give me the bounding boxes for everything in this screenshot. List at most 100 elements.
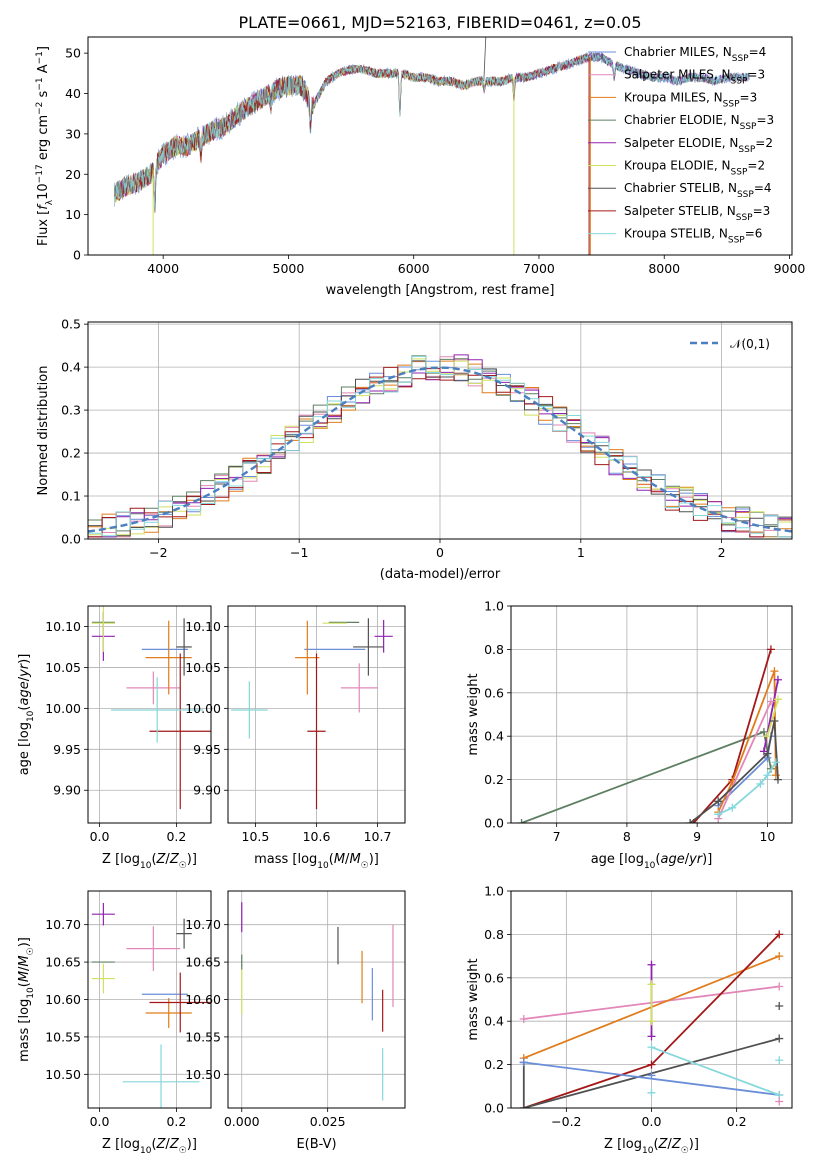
age_vs_Z-ytick-label: 10.10 [45,619,81,634]
mass_vs_Z-point-6 [176,918,192,949]
mass_weight_vs_Z-marker-7-0 [647,1017,656,1026]
mass_vs_ebv-frame [227,890,406,1109]
age_vs_Z-frame [87,605,212,824]
mass_weight_vs_age-marker-0-1 [759,727,768,736]
age_vs_mass-xtick-label: 10.5 [242,829,270,844]
age_vs_Z-xtick-label: 0.0 [90,829,110,844]
mass_weight_vs_Z-extra-marker-3 [647,1088,656,1097]
mass_vs_Z-ytick-label: 10.55 [45,1029,81,1044]
mass_weight_vs_age-marker-1-2 [766,645,775,654]
mass_weight_vs_Z-marker-7-1 [647,980,656,989]
mass_vs_Z-point-7 [149,972,211,1033]
mass_weight_vs_Z-ytick-label: 0.0 [484,1101,504,1116]
mass_weight_vs_Z-marker-5-0 [647,1043,656,1052]
mass_weight_vs_Z-xtick-label: 0.0 [642,1114,662,1129]
spectrum-ytick-label: 10 [65,207,81,222]
mass_weight_vs_Z-extra-marker-0 [775,1097,784,1106]
mass_weight_vs_Z-frame [510,890,793,1109]
mass_weight_vs_age-marker-8-2 [756,779,765,788]
age_vs_Z-point-1 [126,671,181,705]
spectrum-spike [483,37,487,82]
mass_vs_Z-ytick-label: 10.65 [45,955,81,970]
mass_weight_vs_Z-xtick-label: 0.2 [727,1114,747,1129]
mass_weight_vs_Z-marker-3-2 [775,1034,784,1043]
mass_weight_vs_Z-ytick-label: 0.6 [484,970,504,985]
mass_weight_vs_age-series-4 [763,679,779,752]
mass_weight_vs_Z-ytick-label: 0.8 [484,927,504,942]
age_vs_mass-ytick-label: 9.95 [193,742,221,757]
mass_weight_vs_age-marker-6-1 [766,697,775,706]
spectrum-plot-area [114,37,750,255]
spectrum-line-5 [114,65,514,205]
mass_weight_vs_Z-ytick-label: 1.0 [484,884,504,899]
age-vs-Z-ylabel: age [log10(age/yr)] [17,654,36,776]
mass_weight_vs_age-ytick-label: 0.0 [484,816,504,831]
gaussian-legend-label: 𝒩(0,1) [730,337,770,351]
spectrum-xtick-label: 6000 [398,261,430,276]
mass_weight_vs_Z-marker-6-1 [647,960,656,969]
mass_weight_vs_Z-marker-6-0 [647,1032,656,1041]
residuals-axes: −2 −1 0 1 2 0.0 0.1 0.2 0.3 0.4 0.5 [61,317,792,560]
mass_weight_vs_age-ytick-label: 0.2 [484,772,504,787]
mass_weight_vs_age-ytick-label: 0.6 [484,685,504,700]
age_vs_mass-ytick-label: 10.05 [185,660,221,675]
mass_weight_vs_Z-xtick-label: −0.2 [551,1114,581,1129]
mass_weight_vs_Z-ytick-label: 0.2 [484,1057,504,1072]
mass_vs_Z-ytick-label: 10.60 [45,992,81,1007]
age_vs_Z-point-8 [111,677,204,743]
spectrum-xtick-label: 5000 [273,261,305,276]
mass_weight_vs_age-marker-5-1 [773,695,782,704]
residuals-ytick-label: 0.4 [61,360,81,375]
mass_weight_vs_age-marker-4-1 [773,675,782,684]
mass_weight_vs_age-marker-7-3 [770,717,779,726]
residuals-xtick-label: −2 [149,545,167,560]
mass_weight_vs_Z-marker-4-0 [519,1058,528,1067]
mass_weight_vs_age-xtick-label: 10 [759,829,775,844]
age_vs_mass-point-2 [295,620,320,695]
spectrum-xlabel: wavelength [Angstrom, rest frame] [326,283,555,298]
mass_weight_vs_age-marker-8-0 [714,810,723,819]
gaussian-curve [88,366,792,533]
mass_weight_vs_age-xtick-label: 7 [553,829,561,844]
age_vs_Z-plot-area [91,606,211,810]
mass_vs_Z-point-1 [126,926,181,972]
age_vs_mass-point-1 [340,663,378,713]
age_vs_mass-xtick-label: 10.6 [303,829,331,844]
mass_weight_vs_age-marker-8-1 [728,803,737,812]
mass_weight_vs_age-ytick-label: 0.8 [484,642,504,657]
legend-label-6: Chabrier STELIB, NSSP=4 [624,181,772,200]
mass_weight_vs_age-plot-area [517,645,782,823]
residuals-ytick-label: 0.1 [61,489,81,504]
legend-label-1: Salpeter MILES, NSSP=3 [624,68,765,87]
mass-vs-ebv-xlabel: E(B-V) [296,1137,336,1152]
mass_weight_vs_age-axes: 7 8 9 10 0.0 0.2 0.4 0.6 0.8 1.0 [484,599,792,844]
mass_vs_Z-xtick-label: 0.2 [166,1114,186,1129]
spectrum-xtick-label: 7000 [523,261,555,276]
mass_weight_vs_Z-axes: −0.2 0.0 0.2 0.0 0.2 0.4 0.6 0.8 1.0 [484,884,792,1129]
age_vs_Z-ytick-label: 10.00 [45,701,81,716]
age_vs_mass-xtick-label: 10.7 [364,829,392,844]
spectrum-ytick-label: 0 [73,248,81,263]
mass_vs_ebv-ytick-label: 10.50 [185,1067,221,1082]
mass-vs-Z-xlabel: Z [log10(Z/Z☉)] [102,1137,197,1156]
age_vs_mass-ytick-label: 10.00 [185,701,221,716]
mass_vs_Z-ytick-label: 10.70 [45,917,81,932]
mass-weight-vs-Z-xlabel: Z [log10(Z/Z☉)] [604,1137,699,1156]
mass_weight_vs_age-marker-7-2 [763,749,772,758]
residuals-xtick-label: 1 [577,545,585,560]
mass_weight_vs_Z-extra-marker-4 [647,1071,656,1080]
age_vs_Z-ytick-label: 10.05 [45,660,81,675]
age_vs_mass-axes: 10.5 10.6 10.7 9.90 9.95 10.00 10.05 10.10 [185,606,405,844]
residuals-xlabel: (data-model)/error [380,567,501,582]
mass_weight_vs_Z-plot-area [519,930,784,1108]
residuals-ytick-label: 0.0 [61,532,81,547]
age-vs-mass-xlabel: mass [log10(M/M☉)] [254,852,379,871]
legend-label-8: Kroupa STELIB, NSSP=6 [624,227,762,246]
mass_weight_vs_age-ytick-label: 0.4 [484,729,504,744]
spectrum-xtick-label: 8000 [648,261,680,276]
age_vs_mass-point-6 [353,618,384,676]
mass_vs_Z-axes: 0.0 0.2 10.50 10.55 10.60 10.65 10.70 [45,891,211,1129]
spectrum-xtick-label: 4000 [147,261,179,276]
mass_weight_vs_age-xtick-label: 8 [623,829,631,844]
